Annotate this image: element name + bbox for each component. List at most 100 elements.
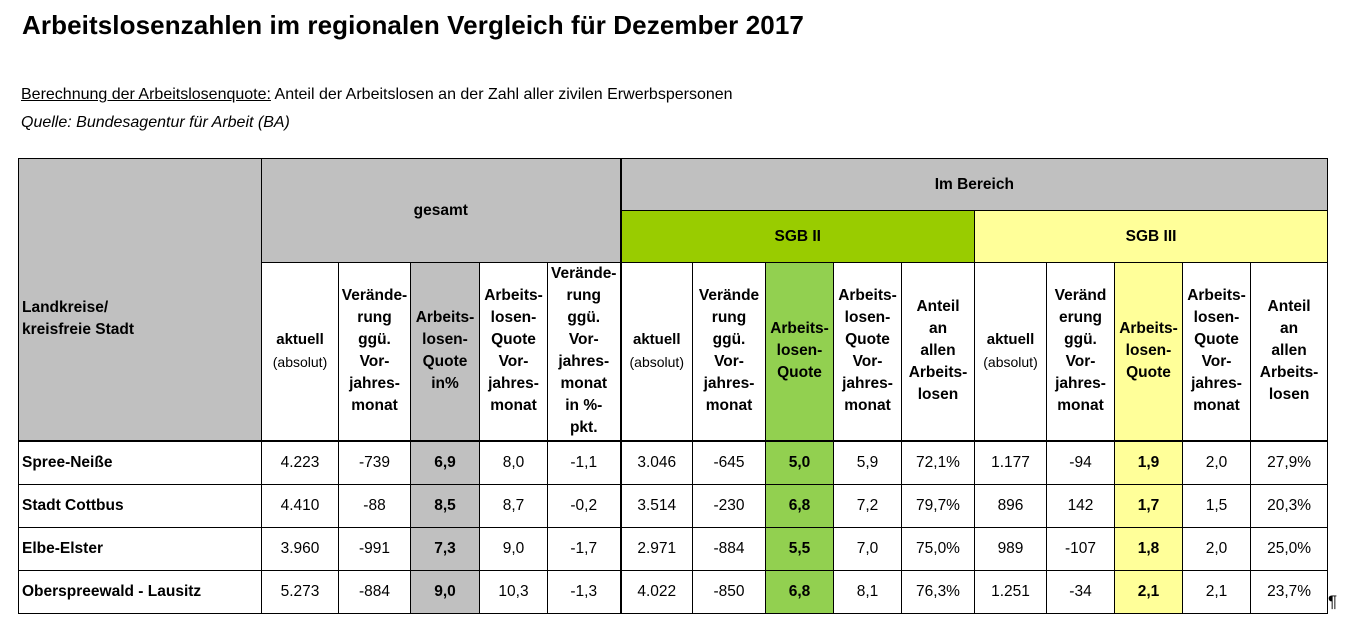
col-header-line: Arbeits-	[1187, 287, 1246, 305]
cell-gesamt-quote: 8,5	[410, 483, 480, 528]
col-header-sgb2-aktuell: aktuell (absolut)	[619, 262, 693, 441]
col-header-line: Anteil	[916, 298, 960, 316]
col-header-line: Veränd	[1054, 287, 1107, 305]
cell-gesamt-aktuell: 4.223	[261, 439, 339, 485]
col-header-line: Verände-	[551, 265, 617, 283]
group-header-im-bereich: Im Bereich	[619, 158, 1329, 211]
col-header-line: Quote	[777, 364, 822, 382]
cell-sgb3-aktuell: 1.251	[974, 569, 1047, 614]
cell-sgb2-anteil: 75,0%	[901, 526, 975, 571]
col-header-line: monat	[351, 397, 398, 415]
cell-sgb3-anteil: 20,3%	[1249, 483, 1329, 528]
col-header-line: losen-	[490, 309, 537, 327]
col-header-line: Quote	[1126, 364, 1171, 382]
col-header-subtext: (absolut)	[629, 354, 684, 371]
col-header-line: jahres-	[703, 375, 755, 393]
col-header-line: Arbeits-	[1119, 320, 1178, 338]
cell-gesamt-veraenderung-pkt: -1,7	[547, 526, 621, 571]
cell-gesamt-aktuell: 4.410	[261, 483, 339, 528]
col-header-line: jahres-	[1191, 375, 1242, 393]
col-header-sgb2-anteil: Anteil an allen Arbeits-losen	[901, 262, 975, 441]
cell-gesamt-veraenderung: -884	[338, 569, 411, 614]
cell-sgb3-anteil: 23,7%	[1249, 569, 1329, 614]
calculation-note: Berechnung der Arbeitslosenquote: Anteil…	[21, 86, 733, 104]
cell-gesamt-veraenderung-pkt: -1,3	[547, 569, 621, 614]
col-header-line: losen-	[844, 309, 891, 327]
cell-sgb2-anteil: 79,7%	[901, 483, 975, 528]
col-header-line: monat	[560, 375, 608, 393]
col-header-line: losen-	[1193, 309, 1240, 327]
col-header-line: Arbeits-	[770, 320, 829, 338]
cell-gesamt-veraenderung-pkt: -0,2	[547, 483, 621, 528]
group-header-gesamt: gesamt	[261, 158, 621, 263]
row-name: Spree-Neiße	[18, 439, 262, 485]
col-header-gesamt-veraenderung-pkt: Verände-rung ggü. Vor-jahres-monat in %- pkt…	[547, 262, 621, 441]
col-header-line: Verände-	[341, 287, 408, 305]
pilcrow-mark: ¶	[1328, 592, 1338, 611]
col-header-line: in %-	[565, 397, 603, 415]
col-header-line: an	[928, 320, 948, 338]
cell-gesamt-quote: 6,9	[410, 439, 480, 485]
col-header-line: ggü.	[1064, 331, 1097, 349]
col-header-line: monat	[1193, 397, 1240, 415]
col-header-text: aktuell	[276, 331, 324, 349]
col-header-gesamt-quote-vorjahr: Arbeits-losen- Quote Vor-jahres-monat	[479, 262, 548, 441]
cell-gesamt-veraenderung: -88	[338, 483, 411, 528]
col-header-line: Vor-	[498, 353, 529, 371]
col-header-subtext: (absolut)	[983, 354, 1038, 371]
col-header-text: aktuell	[986, 331, 1035, 349]
col-header-line: losen-	[422, 331, 468, 349]
cell-sgb2-quote-vorjahr: 7,2	[833, 483, 902, 528]
cell-sgb3-quote-vorjahr: 2,0	[1182, 526, 1251, 571]
col-header-sgb2-quote: Arbeits-losen- Quote	[765, 262, 834, 441]
table-row: Stadt Cottbus 4.410 -88 8,5 8,7 -0,2 3.514 -230…	[18, 483, 1329, 528]
col-header-line: ggü.	[567, 309, 601, 327]
col-header-line: Vor-	[714, 353, 744, 371]
col-header-line: Vor-	[359, 353, 390, 371]
col-header-line: jahres-	[349, 375, 400, 393]
cell-sgb2-veraenderung: -884	[692, 526, 766, 571]
col-header-line: monat	[490, 397, 537, 415]
cell-gesamt-veraenderung: -991	[338, 526, 411, 571]
row-name: Oberspreewald - Lausitz	[18, 569, 262, 614]
cell-sgb2-quote-vorjahr: 5,9	[833, 439, 902, 485]
col-header-gesamt-veraenderung: Verände-rung ggü. Vor-jahres-monat	[338, 262, 411, 441]
col-header-line: an	[1280, 320, 1299, 338]
col-header-line: allen	[920, 342, 956, 360]
cell-gesamt-veraenderung-pkt: -1,1	[547, 439, 621, 485]
page-title: Arbeitslosenzahlen im regionalen Verglei…	[22, 10, 804, 40]
table-row: Spree-Neiße 4.223 -739 6,9 8,0 -1,1 3.046 -645 5…	[18, 439, 1329, 485]
col-header-line: Anteil	[1267, 298, 1311, 316]
col-header-line: Vor-	[1201, 353, 1232, 371]
cell-sgb3-quote-vorjahr: 2,1	[1182, 569, 1251, 614]
cell-sgb3-quote: 2,1	[1114, 569, 1183, 614]
cell-gesamt-quote-vorjahr: 10,3	[479, 569, 548, 614]
col-header-subtext: (absolut)	[272, 354, 328, 371]
col-header-line: jahres-	[488, 375, 539, 393]
col-header-line: Arbeits-	[415, 309, 475, 327]
col-header-line: Vor-	[568, 331, 599, 349]
cell-sgb3-aktuell: 1.177	[974, 439, 1047, 485]
col-header-sgb3-quote-vorjahr: Arbeits-losen- Quote Vor-jahres-monat	[1182, 262, 1251, 441]
col-header-line: Arbeits-	[1259, 364, 1319, 382]
row-name: Elbe-Elster	[18, 526, 262, 571]
col-header-line: Vor-	[852, 353, 883, 371]
group-header-sgb2: SGB II	[619, 210, 975, 263]
col-header-line: Verände	[698, 287, 760, 305]
row-name: Stadt Cottbus	[18, 483, 262, 528]
cell-gesamt-quote-vorjahr: 8,0	[479, 439, 548, 485]
group-header-sgb3: SGB III	[973, 210, 1329, 263]
col-header-line: erung	[1058, 309, 1103, 327]
col-header-line: monat	[1057, 397, 1104, 415]
cell-sgb3-quote: 1,9	[1114, 439, 1183, 485]
cell-sgb3-quote-vorjahr: 2,0	[1182, 439, 1251, 485]
cell-gesamt-aktuell: 3.960	[261, 526, 339, 571]
corner-header: Landkreise/ kreisfreie Stadt	[18, 158, 262, 441]
cell-gesamt-veraenderung: -739	[338, 439, 411, 485]
col-header-sgb3-veraenderung: Veränd erung ggü. Vor-jahres-monat	[1046, 262, 1115, 441]
col-header-line: jahres-	[558, 353, 610, 371]
corner-header-line2: kreisfreie Stadt	[22, 321, 134, 339]
col-header-line: Arbeits-	[838, 287, 897, 305]
col-header-line: pkt.	[569, 419, 598, 437]
cell-sgb2-quote-vorjahr: 7,0	[833, 526, 902, 571]
